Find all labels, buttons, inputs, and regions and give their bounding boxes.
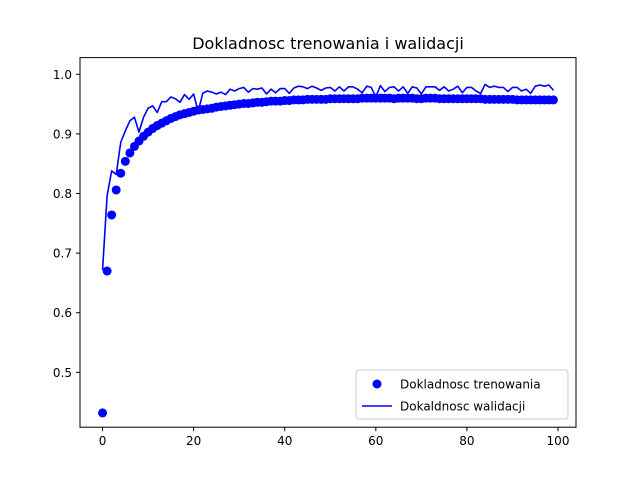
legend-box [355, 369, 569, 420]
data-point-training [98, 408, 108, 418]
y-tick-label: 0.5 [53, 366, 72, 380]
data-point-training [125, 148, 135, 158]
y-tick-label: 0.6 [53, 306, 72, 320]
data-point-training [102, 266, 112, 276]
axis-ticks: 0 20 40 60 80 100 0.5 0.6 0.7 0.8 0.9 1.0 [53, 68, 570, 448]
x-tick-label: 20 [186, 434, 201, 448]
y-tick-label: 1.0 [53, 68, 72, 82]
series-training-points [98, 93, 558, 418]
series-validation-line [101, 83, 555, 270]
x-tick-label: 80 [459, 434, 474, 448]
data-point-training [120, 156, 130, 166]
legend-label-validation: Dokaldnosc walidacji [400, 400, 525, 414]
plot-axes [79, 57, 577, 428]
plot-marks [98, 83, 558, 418]
legend-marker-training [372, 379, 382, 389]
x-tick-label: 40 [277, 434, 292, 448]
data-point-training [116, 168, 126, 178]
data-point-training [107, 210, 117, 220]
legend-label-training: Dokladnosc trenowania [400, 378, 541, 392]
x-tick-label: 100 [547, 434, 570, 448]
plot-frame [79, 57, 577, 428]
legend: Dokladnosc trenowania Dokaldnosc walidac… [355, 369, 569, 420]
y-tick-label: 0.8 [53, 187, 72, 201]
y-tick-label: 0.9 [53, 127, 72, 141]
data-point-training [548, 95, 558, 105]
y-tick-label: 0.7 [53, 247, 72, 261]
x-tick-label: 0 [99, 434, 107, 448]
data-point-training [111, 185, 121, 195]
x-tick-label: 60 [368, 434, 383, 448]
chart-title: Dokladnosc trenowania i walidacji [192, 34, 464, 53]
